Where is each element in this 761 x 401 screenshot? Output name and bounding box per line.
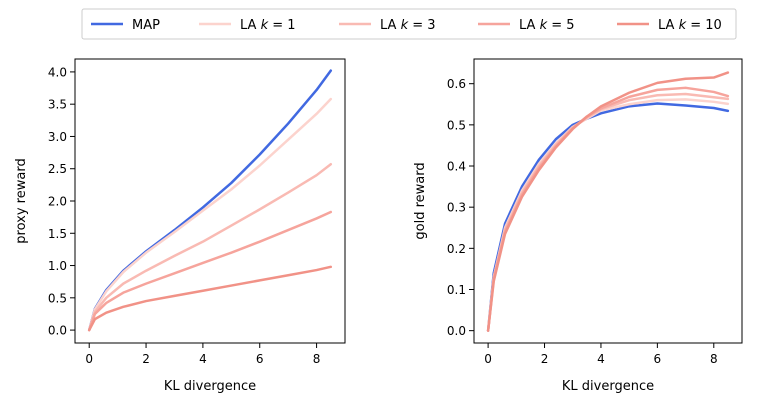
proxy-xtick-label: 2 xyxy=(142,352,150,366)
proxy-series-la-k-3 xyxy=(87,162,333,332)
legend: MAP LA k = 1 LA k = 3 LA k = 5 LA k = 10 xyxy=(81,8,737,40)
proxy-xtick-label: 6 xyxy=(256,352,264,366)
proxy-ytick-label: 4.0 xyxy=(48,65,67,79)
proxy-series-la-k-10 xyxy=(87,265,333,332)
gold-xtick-label: 8 xyxy=(710,352,718,366)
proxy-ytick-label: 0.5 xyxy=(48,291,67,305)
gold-ytick-label: 0.5 xyxy=(447,118,466,132)
gold-ytick-label: 0.4 xyxy=(447,160,466,174)
proxy-series-la-k-1 xyxy=(87,97,333,332)
gold-ticks: 0 2 4 6 8 0.0 0.1 0.2 0.3 0.4 0.5 0.6 xyxy=(447,77,718,366)
gold-ytick-label: 0.6 xyxy=(447,77,466,91)
gold-ytick-label: 0.2 xyxy=(447,242,466,256)
proxy-ytick-label: 3.0 xyxy=(48,130,67,144)
proxy-ytick-label: 0.0 xyxy=(48,324,67,338)
gold-ytick-label: 0.1 xyxy=(447,283,466,297)
proxy-ytick-label: 2.0 xyxy=(48,195,67,209)
proxy-xlabel: KL divergence xyxy=(164,379,256,394)
proxy-ytick-label: 2.5 xyxy=(48,162,67,176)
proxy-series xyxy=(87,69,333,332)
proxy-ytick-label: 1.0 xyxy=(48,259,67,273)
legend-frame xyxy=(81,8,737,40)
gold-ylabel: gold reward xyxy=(413,162,428,239)
legend-label-la-k5: LA k = 5 xyxy=(519,18,575,33)
gold-axes-frame xyxy=(473,58,743,344)
gold-xtick-label: 4 xyxy=(597,352,605,366)
gold-xtick-label: 2 xyxy=(541,352,549,366)
proxy-ticks: 0 2 4 6 8 0.0 0.5 1.0 1.5 2.0 2.5 3.0 3.5 4.0 xyxy=(48,65,320,366)
proxy-xtick-label: 8 xyxy=(313,352,321,366)
proxy-ytick-label: 3.5 xyxy=(48,98,67,112)
gold-xlabel: KL divergence xyxy=(562,379,654,394)
proxy-xtick-label: 0 xyxy=(85,352,93,366)
gold-xtick-label: 0 xyxy=(484,352,492,366)
gold-series xyxy=(486,71,730,332)
legend-label-la-k1: LA k = 1 xyxy=(240,18,296,33)
proxy-xtick-label: 4 xyxy=(199,352,207,366)
proxy-series-la-k-5 xyxy=(87,210,333,332)
gold-series-la-k-10 xyxy=(486,71,730,332)
legend-label-map: MAP xyxy=(132,18,160,33)
legend-label-la-k3: LA k = 3 xyxy=(380,18,436,33)
gold-reward-plot: 0 2 4 6 8 0.0 0.1 0.2 0.3 0.4 0.5 0.6 KL divergence… xyxy=(413,58,743,394)
legend-label-la-k10: LA k = 10 xyxy=(658,18,722,33)
gold-ytick-label: 0.0 xyxy=(447,324,466,338)
gold-xtick-label: 6 xyxy=(654,352,662,366)
gold-series-la-k-5 xyxy=(486,86,730,332)
gold-ytick-label: 0.3 xyxy=(447,201,466,215)
proxy-ytick-label: 1.5 xyxy=(48,227,67,241)
gold-series-la-k-3 xyxy=(486,92,730,332)
proxy-ylabel: proxy reward xyxy=(14,158,29,243)
gold-series-map xyxy=(486,102,730,332)
proxy-reward-plot: 0 2 4 6 8 0.0 0.5 1.0 1.5 2.0 2.5 3.0 3.5 4.0 KL dive… xyxy=(14,58,346,394)
gold-series-la-k-1 xyxy=(486,98,730,332)
